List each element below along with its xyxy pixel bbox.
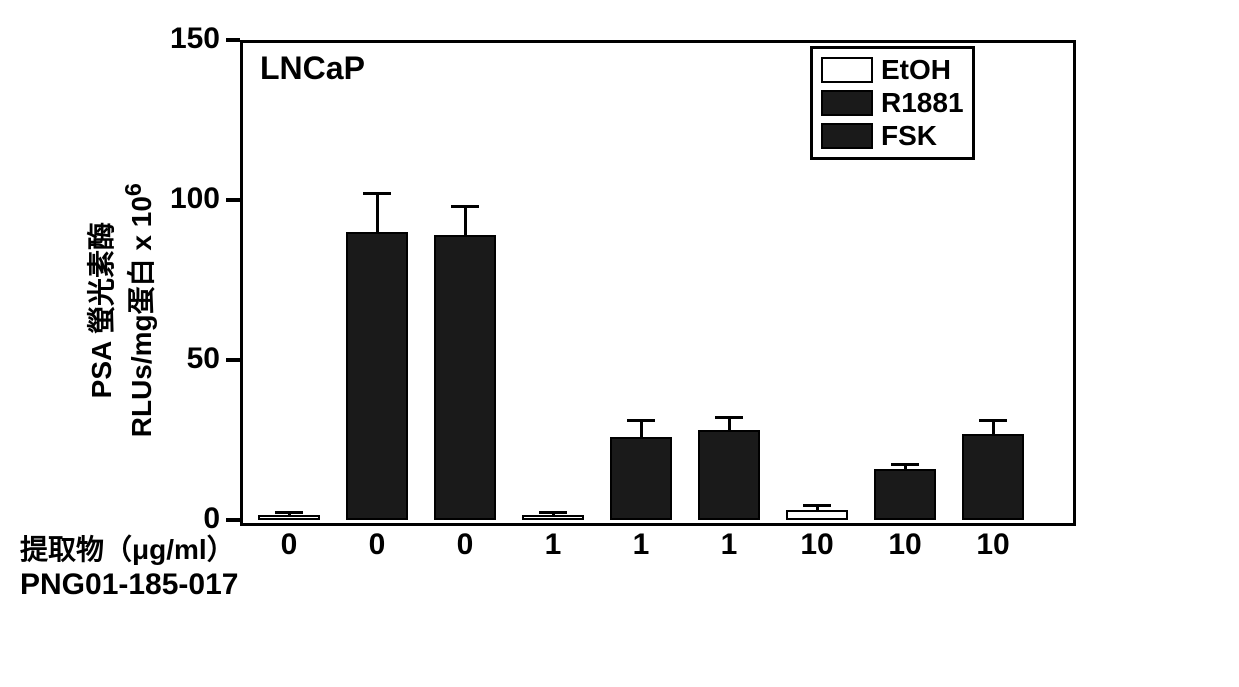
error-bar-cap — [715, 416, 743, 419]
y-tick-label: 0 — [140, 502, 220, 536]
x-tick-label: 0 — [434, 528, 496, 562]
error-bar — [640, 421, 643, 437]
legend-swatch — [821, 123, 873, 149]
error-bar-cap — [803, 504, 831, 507]
bar — [962, 434, 1024, 520]
error-bar — [728, 418, 731, 431]
x-tick-label: 1 — [610, 528, 672, 562]
error-bar — [464, 206, 467, 235]
x-tick-label: 1 — [522, 528, 584, 562]
x-tick-label: 1 — [698, 528, 760, 562]
error-bar-cap — [275, 511, 303, 514]
error-bar-cap — [451, 205, 479, 208]
bar — [434, 235, 496, 520]
error-bar-cap — [539, 511, 567, 514]
legend-item: EtOH — [821, 54, 964, 86]
error-bar-cap — [363, 192, 391, 195]
chart-title: LNCaP — [260, 50, 365, 87]
bar — [698, 430, 760, 520]
y-tick — [226, 518, 240, 522]
y-tick-label: 100 — [140, 182, 220, 216]
figure-id: PNG01-185-017 — [20, 568, 238, 602]
bar-chart: PSA 螢光素酶 RLUs/mg蛋白 x 106 LNCaP EtOHR1881… — [20, 20, 1120, 660]
error-bar — [992, 421, 995, 434]
legend-swatch — [821, 90, 873, 116]
legend-swatch — [821, 57, 873, 83]
legend-item: R1881 — [821, 87, 964, 119]
y-tick — [226, 38, 240, 42]
bar — [874, 469, 936, 520]
x-tick-label: 10 — [786, 528, 848, 562]
error-bar — [376, 194, 379, 232]
y-axis-label-line1: PSA 螢光素酶 — [86, 222, 117, 398]
error-bar-cap — [979, 419, 1007, 422]
y-tick — [226, 198, 240, 202]
legend-item: FSK — [821, 120, 964, 152]
y-tick — [226, 358, 240, 362]
legend: EtOHR1881FSK — [810, 46, 975, 160]
bar — [522, 515, 584, 520]
error-bar-cap — [891, 463, 919, 466]
x-tick-label: 10 — [874, 528, 936, 562]
x-tick-label: 10 — [962, 528, 1024, 562]
bar — [786, 510, 848, 520]
y-tick-label: 50 — [140, 342, 220, 376]
bar — [346, 232, 408, 520]
x-tick-label: 0 — [258, 528, 320, 562]
legend-label: R1881 — [881, 87, 964, 119]
x-tick-label: 0 — [346, 528, 408, 562]
y-tick-label: 150 — [140, 22, 220, 56]
y-axis-label: PSA 螢光素酶 RLUs/mg蛋白 x 106 — [80, 100, 160, 520]
bar — [610, 437, 672, 520]
legend-label: FSK — [881, 120, 937, 152]
legend-label: EtOH — [881, 54, 951, 86]
error-bar-cap — [627, 419, 655, 422]
bar — [258, 515, 320, 520]
y-axis-label-line2: RLUs/mg蛋白 x 10 — [126, 196, 157, 437]
